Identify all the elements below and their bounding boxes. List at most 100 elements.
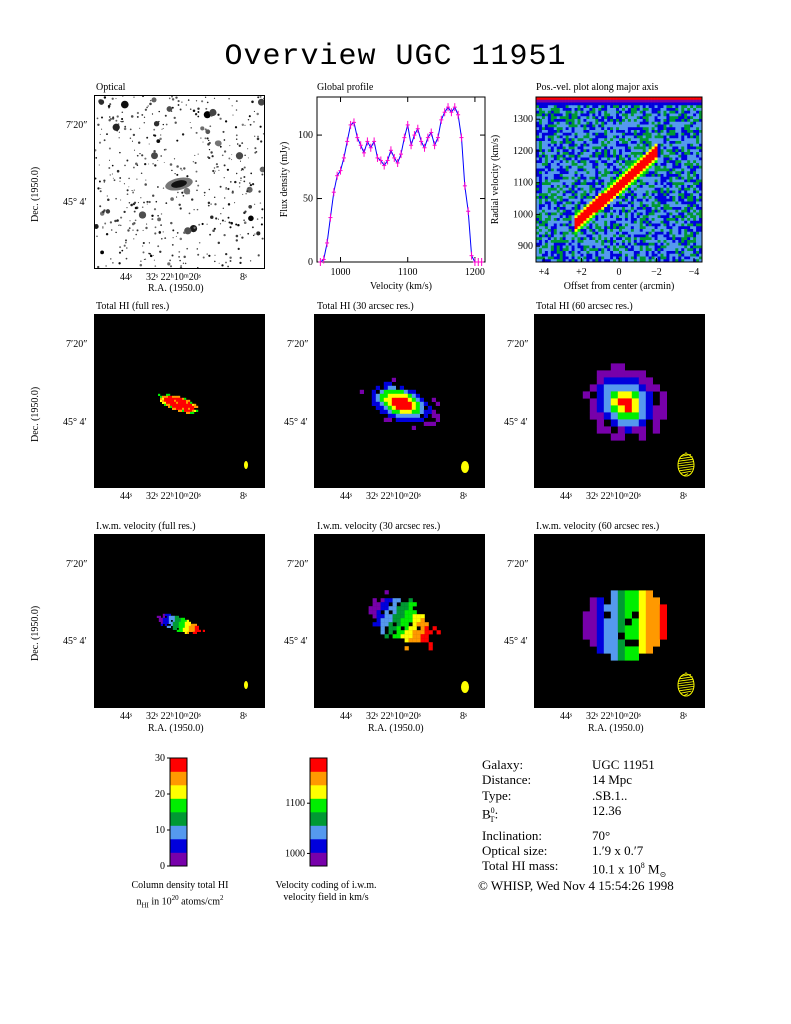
- map-pixel: [617, 604, 625, 612]
- map-pixel: [396, 618, 401, 623]
- pv-cell: [678, 165, 682, 169]
- map-pixel: [166, 625, 169, 628]
- pv-cell: [598, 223, 602, 227]
- pv-cell: [571, 149, 575, 153]
- pv-cell: [693, 97, 697, 101]
- profile-point: [368, 143, 373, 152]
- map-pixel: [617, 625, 625, 633]
- pv-cell: [613, 174, 617, 178]
- pv-cell: [562, 193, 566, 197]
- pv-cell: [627, 187, 632, 191]
- pv-cell: [616, 146, 620, 150]
- map-pixel: [166, 621, 169, 624]
- pv-cell: [651, 171, 655, 175]
- pv-cell: [657, 190, 661, 194]
- pv-cell: [672, 204, 676, 208]
- pv-cell: [538, 198, 543, 202]
- pv-cell: [639, 240, 644, 244]
- star: [132, 133, 136, 137]
- pv-cell: [589, 226, 593, 230]
- star: [136, 115, 139, 118]
- pv-cell: [669, 143, 673, 147]
- pv-cell: [559, 259, 563, 263]
- pv-cell: [556, 201, 561, 205]
- map-pixel: [178, 627, 181, 630]
- pv-cell: [556, 259, 561, 263]
- pv-cell: [604, 154, 608, 158]
- pv-cell: [675, 132, 679, 136]
- pv-cell: [648, 251, 652, 255]
- pv-cell: [598, 149, 602, 153]
- pv-cell: [657, 242, 661, 246]
- map-pixel: [176, 623, 179, 626]
- pv-cell: [666, 182, 670, 186]
- bt-value: 12.36: [592, 803, 622, 819]
- pv-cell: [536, 157, 540, 161]
- pv-cell: [636, 229, 641, 233]
- map-pixel: [659, 391, 667, 399]
- pv-cell: [619, 138, 623, 142]
- pv-cell: [696, 215, 700, 219]
- pv-cell: [630, 234, 635, 238]
- pv-cell: [595, 141, 599, 145]
- map-pixel: [174, 399, 177, 402]
- pv-cell: [693, 121, 697, 125]
- pv-cell: [639, 174, 644, 178]
- pv-cell: [681, 201, 685, 205]
- pv-cell: [601, 182, 605, 186]
- pv-cell: [601, 226, 605, 230]
- map-pixel: [186, 411, 189, 414]
- star: [95, 149, 97, 152]
- pv-cell: [536, 201, 540, 205]
- pv-cell: [684, 212, 688, 216]
- pv-cell: [624, 110, 629, 114]
- star: [239, 234, 241, 236]
- pv-cell: [589, 251, 593, 255]
- map-pixel: [372, 606, 377, 611]
- ra-tick: 44ˢ: [120, 491, 133, 502]
- pv-cell: [556, 143, 561, 147]
- pv-cell: [580, 174, 584, 178]
- pv-cell: [642, 231, 646, 235]
- pv-cell: [556, 105, 561, 109]
- star: [206, 253, 208, 255]
- pv-cell: [610, 97, 614, 101]
- star: [109, 221, 113, 224]
- pv-cell: [633, 154, 638, 158]
- pv-cell: [536, 146, 540, 150]
- pv-cell: [636, 132, 641, 136]
- pv-cell: [595, 152, 599, 156]
- pv-cell: [666, 176, 670, 180]
- map-pixel: [387, 385, 392, 390]
- pv-cell: [553, 124, 558, 128]
- pv-cell: [619, 207, 623, 211]
- pv-cell: [607, 116, 611, 120]
- pv-cell: [604, 152, 608, 156]
- pv-cell: [577, 256, 581, 260]
- pv-cell: [678, 229, 682, 233]
- star: [141, 96, 145, 98]
- pv-cell: [684, 127, 688, 131]
- star: [177, 104, 180, 106]
- pv-cell: [675, 237, 679, 241]
- pv-cell: [544, 196, 549, 200]
- map-pixel: [194, 631, 197, 634]
- pv-cell: [610, 141, 614, 145]
- map-pixel: [411, 401, 416, 406]
- pv-cell: [547, 168, 552, 172]
- pv-cell: [663, 259, 667, 263]
- map-pixel: [391, 397, 396, 402]
- star: [213, 167, 216, 169]
- pv-cell: [595, 105, 599, 109]
- map-pixel: [420, 618, 425, 623]
- pv-cell: [651, 212, 655, 216]
- pv-cell: [678, 116, 682, 120]
- pv-cell: [538, 99, 543, 103]
- pv-cell: [633, 212, 638, 216]
- map-pixel: [411, 393, 416, 398]
- star: [142, 229, 144, 231]
- star: [133, 238, 135, 240]
- pv-cell: [595, 190, 599, 194]
- pv-cell: [598, 259, 602, 263]
- map-pixel: [638, 391, 646, 399]
